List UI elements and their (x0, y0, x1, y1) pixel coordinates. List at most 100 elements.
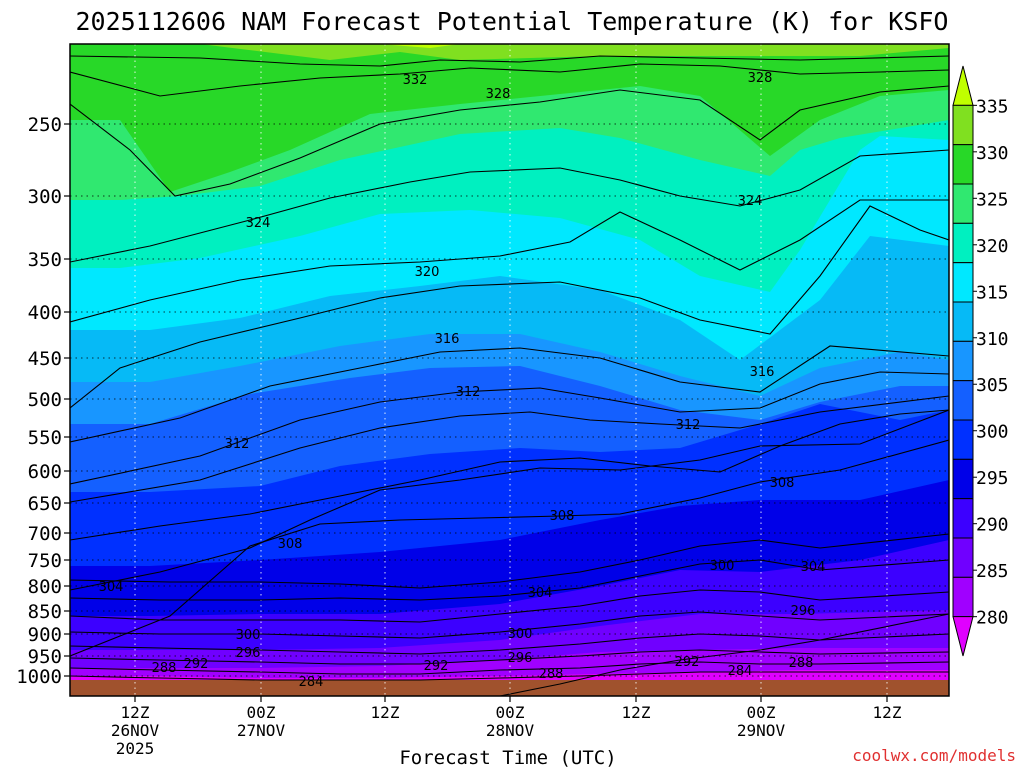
y-tick-label: 750 (28, 550, 62, 572)
x-tick-label: 26NOV (111, 721, 160, 740)
contour-line (70, 205, 949, 409)
y-tick-label: 850 (28, 601, 62, 623)
x-tick-label: 00Z (496, 703, 525, 722)
contour-label: 284 (728, 664, 753, 679)
contour-label: 296 (791, 604, 816, 619)
colorbar-label: 305 (976, 375, 1009, 396)
contour-label: 292 (675, 655, 700, 670)
contour-label: 332 (403, 73, 428, 88)
colorbar-swatch (952, 262, 974, 303)
contour-label: 324 (246, 216, 271, 231)
colorbar-label: 320 (976, 236, 1009, 257)
contour-label: 308 (550, 509, 575, 524)
colorbar-label: 330 (976, 143, 1009, 164)
contour-label: 300 (508, 627, 533, 642)
contour-line (70, 345, 949, 443)
contour-line (488, 613, 949, 696)
x-tick-label: 28NOV (486, 721, 535, 740)
colorbar-swatch (952, 183, 974, 224)
contour-label: 324 (738, 194, 763, 209)
x-tick-label: 29NOV (737, 721, 786, 740)
colorbar-swatch (952, 498, 974, 539)
colorbar-swatch (952, 419, 974, 460)
contour-label: 308 (278, 537, 303, 552)
x-tick-label: 12Z (121, 703, 150, 722)
contour-line (70, 533, 949, 589)
y-tick-label: 550 (28, 427, 62, 449)
contour-line (70, 633, 949, 655)
contour-label: 292 (424, 659, 449, 674)
colorbar-label: 325 (976, 189, 1009, 210)
contour-label: 316 (435, 332, 460, 347)
x-tick-label: 12Z (873, 703, 902, 722)
contour-line (70, 589, 949, 623)
colorbar-swatch (952, 576, 974, 618)
contour-line (70, 199, 949, 323)
time-gridlines (134, 44, 888, 696)
contour-label: 312 (676, 418, 701, 433)
y-tick-label: 650 (28, 493, 62, 515)
plot-area: 332 328 328 324 324 320 316 316 312 312 312 308 308 3… (70, 44, 949, 696)
colorbar-label: 335 (976, 96, 1009, 117)
contour-label: 304 (801, 560, 826, 575)
contour-line (70, 149, 949, 263)
contour-label: 300 (710, 559, 735, 574)
colorbar-label: 290 (976, 515, 1009, 536)
colorbar-label: 300 (976, 422, 1009, 443)
contour-label: 312 (456, 385, 481, 400)
contour-line (70, 63, 949, 97)
y-tick-label: 1000 (16, 666, 62, 688)
contour-label: 320 (415, 265, 440, 280)
contour-line (70, 395, 949, 503)
contour-label: 308 (770, 476, 795, 491)
colorbar-extend-max (952, 65, 974, 106)
credit-text: coolwx.com/models (852, 746, 1016, 765)
contour-line (70, 409, 949, 541)
contour-label: 296 (508, 651, 533, 666)
y-tick-label: 600 (28, 461, 62, 483)
x-tick-label: 00Z (247, 703, 276, 722)
y-tick-label: 450 (28, 348, 62, 370)
contour-label: 292 (184, 657, 209, 672)
contour-line (70, 409, 949, 591)
x-tick-label: 27NOV (237, 721, 286, 740)
colorbar-label: 285 (976, 561, 1009, 582)
contour-line (70, 439, 949, 657)
y-tick-label: 250 (28, 114, 62, 136)
colorbar-label: 280 (976, 608, 1009, 629)
contour-line (70, 649, 949, 665)
y-tick-label: 350 (28, 249, 62, 271)
x-tick-label: 00Z (747, 703, 776, 722)
y-tick-label: 300 (28, 186, 62, 208)
contour-label: 328 (748, 71, 773, 86)
x-tick-label: 2025 (116, 739, 155, 758)
contour-line (70, 611, 949, 639)
colorbar-label: 315 (976, 282, 1009, 303)
contour-label: 304 (99, 580, 124, 595)
colorbar-swatch (952, 144, 974, 185)
colorbar-swatch (952, 301, 974, 342)
colorbar-label: 295 (976, 468, 1009, 489)
y-tick-label: 950 (28, 646, 62, 668)
color-fill-bands (70, 44, 949, 696)
y-axis: 2503003504004505005506006507007508008509… (16, 114, 70, 688)
y-tick-label: 500 (28, 389, 62, 411)
x-tick-label: 12Z (622, 703, 651, 722)
contour-label: 288 (789, 656, 814, 671)
contour-labels: 332 328 328 324 324 320 316 316 312 312 312 308 308 3… (99, 71, 826, 690)
y-tick-label: 400 (28, 302, 62, 324)
colorbar-swatch (952, 380, 974, 421)
x-axis-title: Forecast Time (UTC) (399, 747, 616, 768)
contour-label: 328 (486, 87, 511, 102)
contour-label: 316 (750, 365, 775, 380)
contour-lines (70, 55, 949, 696)
contour-label: 284 (299, 675, 324, 690)
contour-line (70, 671, 949, 681)
colorbar-swatch (952, 458, 974, 500)
colorbar-swatch (952, 340, 974, 382)
contour-label: 296 (236, 646, 261, 661)
chart-title: 2025112606 NAM Forecast Potential Temper… (76, 7, 949, 36)
contour-line (70, 559, 949, 601)
